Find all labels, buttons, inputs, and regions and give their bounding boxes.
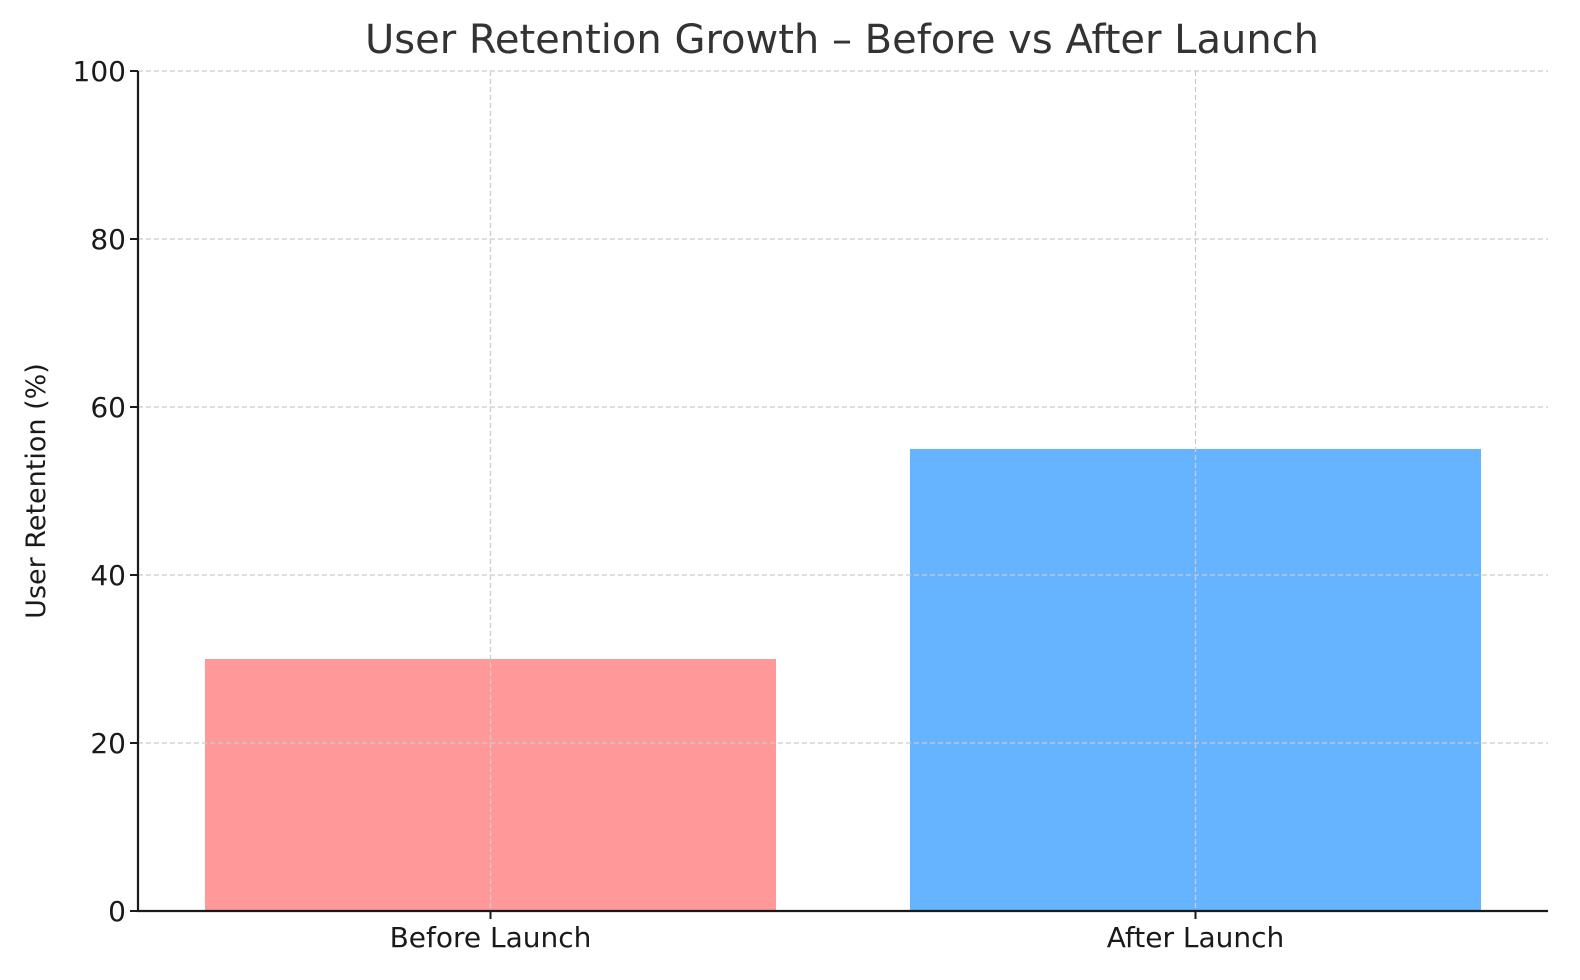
- x-tick-label: Before Launch: [390, 921, 592, 954]
- y-tick-label: 20: [90, 727, 126, 760]
- x-tick-label: After Launch: [1107, 921, 1285, 954]
- y-tick-label: 40: [90, 559, 126, 592]
- y-tick-label: 0: [108, 895, 126, 928]
- y-tick-label: 100: [73, 55, 126, 88]
- y-tick-label: 60: [90, 391, 126, 424]
- grid: [138, 70, 1548, 911]
- axes: [130, 70, 1548, 919]
- chart-title: User Retention Growth – Before vs After …: [365, 17, 1319, 63]
- bars: [204, 449, 1482, 911]
- y-axis-label: User Retention (%): [21, 363, 52, 619]
- y-tick-label: 80: [90, 223, 126, 256]
- tick-labels: 0 20 40 60 80 100 Before Launch After Launch: [73, 55, 1285, 954]
